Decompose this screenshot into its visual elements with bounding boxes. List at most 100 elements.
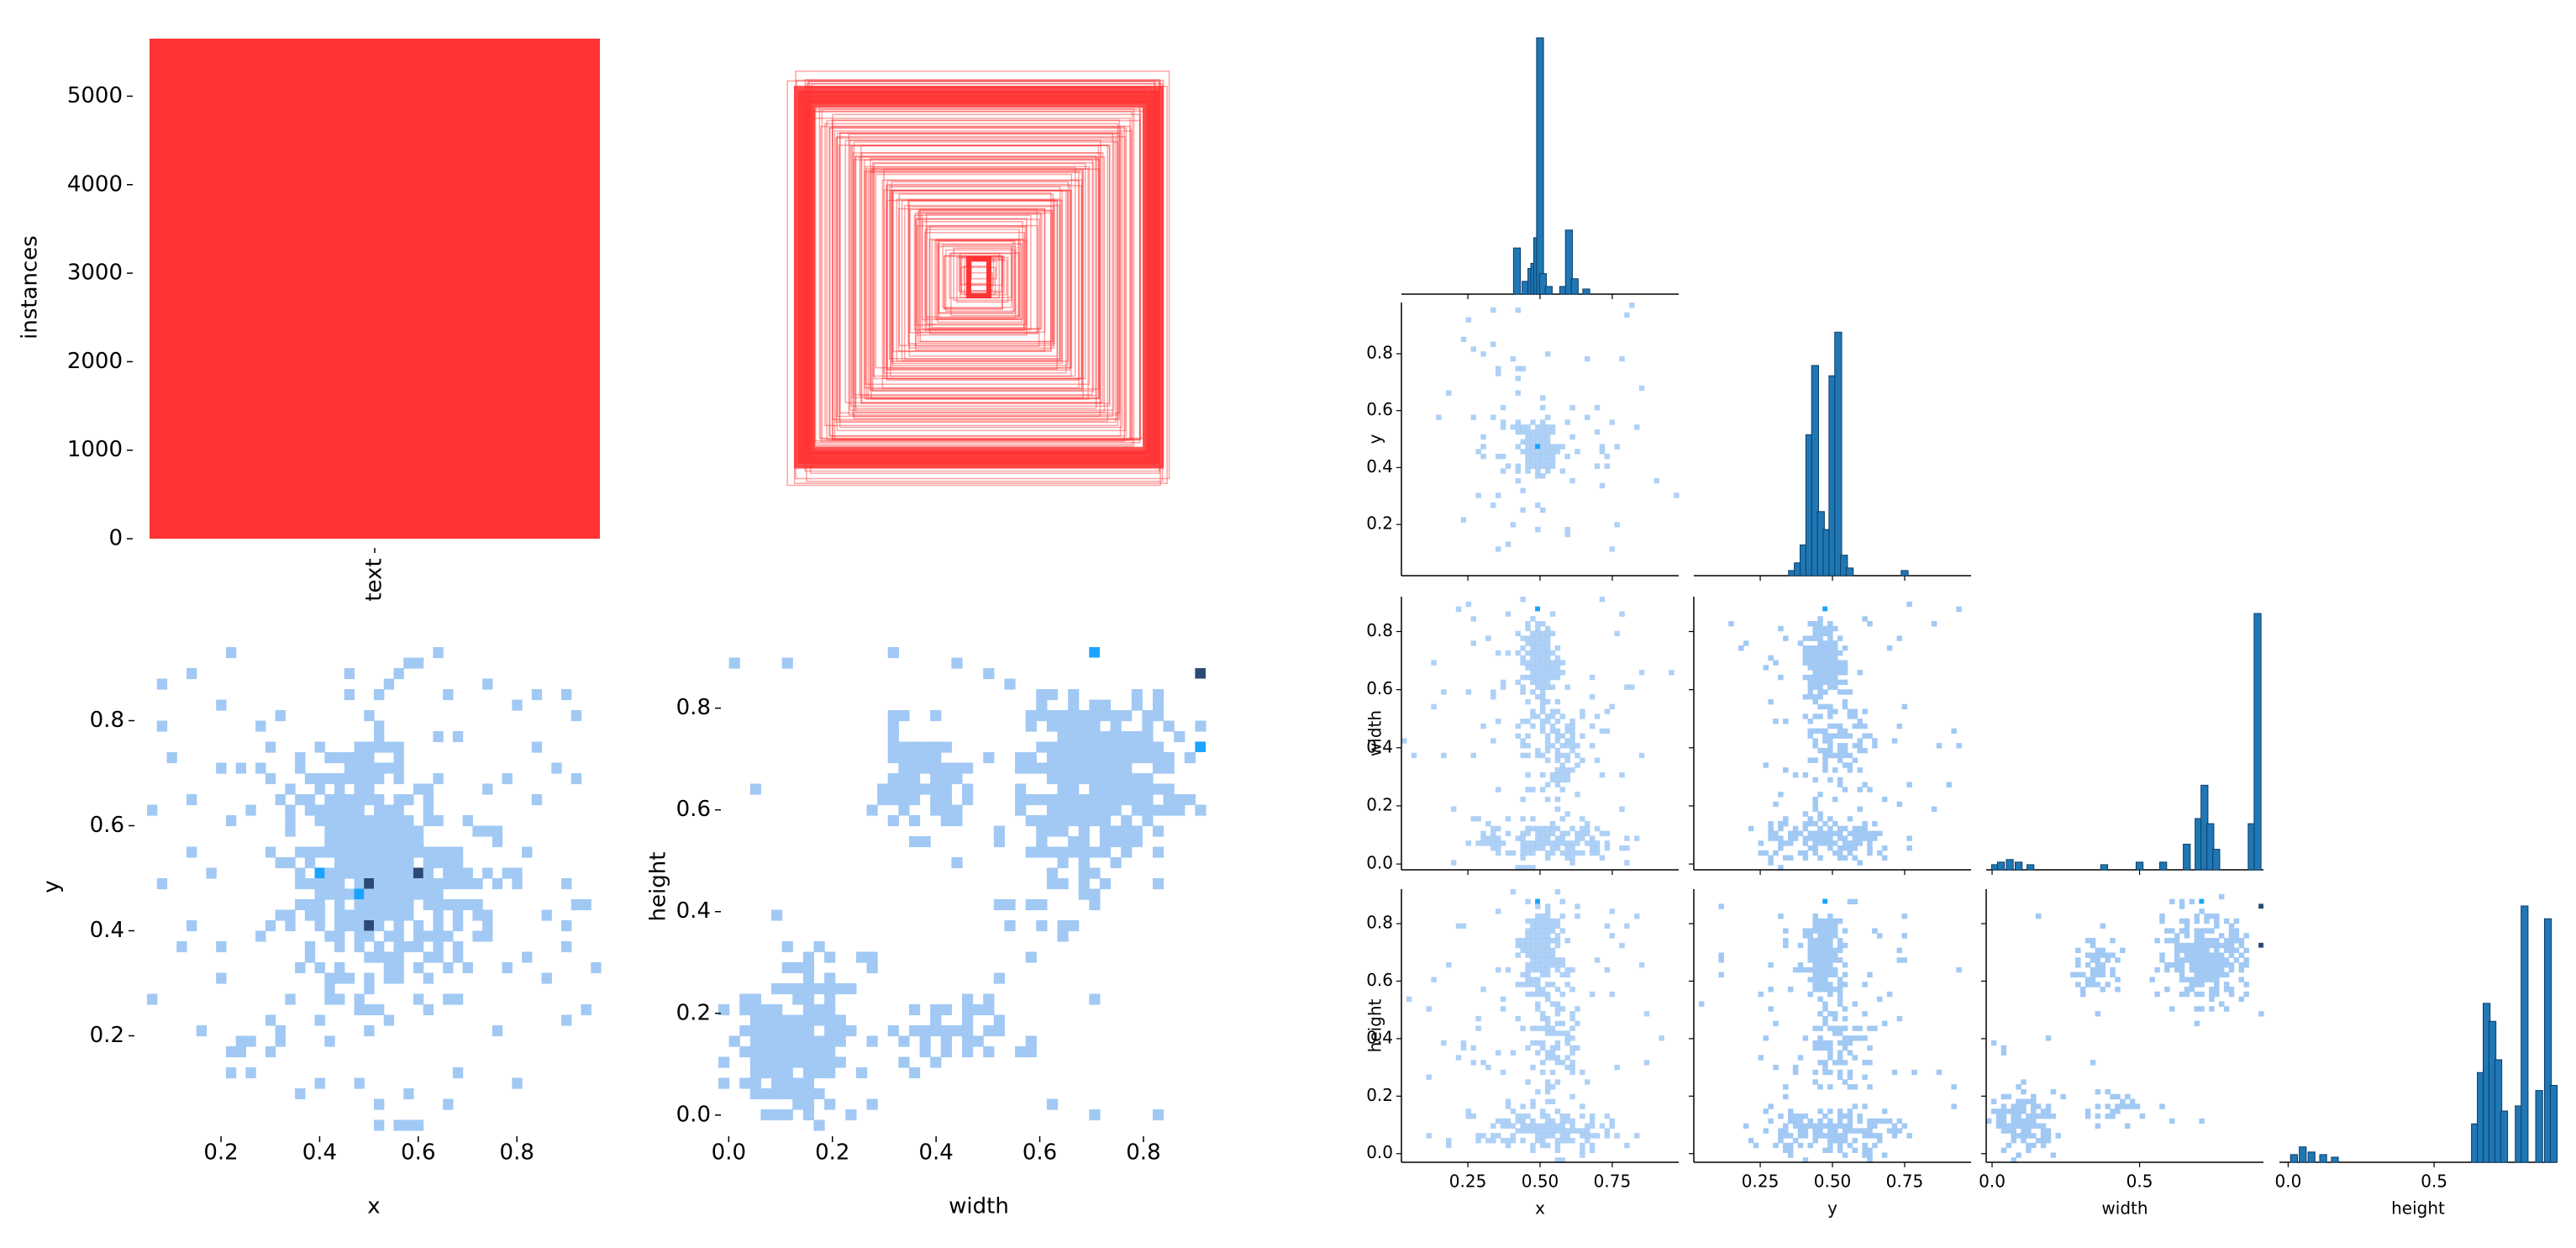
wh-hist-cell <box>908 1004 921 1016</box>
xy-hist-cell <box>383 909 395 921</box>
pair-y-height-cell <box>1783 1084 1789 1090</box>
pair-x-width-cell <box>1525 845 1531 851</box>
pair-y-height-cell <box>1822 1069 1828 1076</box>
pair-x-height-cell <box>1495 1118 1501 1124</box>
xy-hist-cell <box>374 846 385 858</box>
pair-y-width-cell <box>1812 635 1818 641</box>
wh-hist-cell <box>1152 741 1164 753</box>
pair-width-height-cell <box>2209 928 2215 934</box>
pair-x-y-cell <box>1544 444 1551 450</box>
pair-width-height-cell <box>2243 933 2249 939</box>
wh-hist-cell <box>940 815 952 827</box>
wh-hist-cell <box>1015 762 1027 774</box>
wh-hist-cell <box>1099 794 1112 806</box>
pair-y-height-cell <box>1832 918 1838 924</box>
pair-x-height-cell <box>1580 1133 1585 1139</box>
pair-x-height-cell <box>1431 977 1437 982</box>
pair-y-width-cell <box>1773 801 1779 808</box>
pair-y-height-cell <box>1842 942 1848 949</box>
pair-y-width-cell <box>1842 743 1848 749</box>
wh-ytick-label: 0.0 <box>676 1102 711 1127</box>
wh-hist-cell <box>749 783 762 795</box>
box-outline <box>896 198 1061 362</box>
box-outline <box>944 255 1003 310</box>
xy-hist-cell <box>285 857 296 869</box>
wh-hist-cell <box>930 773 942 785</box>
wh-hist-cell <box>940 794 952 806</box>
wh-hist-cell <box>813 1119 825 1131</box>
pair-y-width-cell <box>1802 820 1809 827</box>
pair-x-height-cell <box>1540 1123 1546 1129</box>
pair-x-width-cell <box>1530 825 1536 832</box>
wh-hist-cell <box>1057 783 1069 795</box>
pair-y-height-cell <box>1852 1137 1858 1144</box>
pair-y-height-cell <box>1891 1123 1898 1129</box>
pair-y-height-cell <box>1817 1011 1823 1017</box>
pair-y-width-cell <box>1842 728 1848 735</box>
xy-hist-cell <box>383 878 395 890</box>
box-outline <box>928 238 1025 330</box>
wh-hist-hotspot <box>1195 668 1206 679</box>
wh-hist-cell <box>1078 878 1090 890</box>
pair-y-width-cell <box>1842 762 1848 768</box>
pair-x-height-cell <box>1490 1133 1496 1139</box>
pair-width-height-cell <box>2214 914 2220 919</box>
pair-y-width-cell <box>1872 738 1878 744</box>
pair-y-height-cell <box>1847 898 1853 905</box>
wh-hist-cell <box>1131 794 1143 806</box>
pair-x-height-cell <box>1544 996 1551 1003</box>
pair-x-width-cell <box>1490 825 1496 832</box>
pair-x-height-cell <box>1495 1050 1501 1056</box>
pair-x-width-cell <box>1554 674 1561 681</box>
pair-y-width-cell <box>1783 719 1789 724</box>
pair-y-width-cell <box>1842 845 1848 851</box>
pair-x-height-cell <box>1535 933 1541 939</box>
pair-x-height-cell <box>1589 1123 1596 1129</box>
wh-hist-cell <box>802 983 815 995</box>
xy-hist-cell <box>344 773 355 785</box>
wh-hist-cell <box>983 1004 995 1016</box>
pair-x-width-cell <box>1515 723 1522 729</box>
xy-hist-cell <box>334 878 345 890</box>
xy-hist-cell <box>354 762 365 774</box>
pair-y-height-cell <box>1822 1064 1828 1071</box>
pair-y-height-cell <box>1837 1055 1843 1061</box>
pair-y-width-cell <box>1783 840 1789 846</box>
pair-y-height-cell <box>1807 933 1814 939</box>
xy-hist-cell <box>383 867 395 879</box>
pair-y-width-cell <box>1812 660 1818 666</box>
xy-hist-cell <box>324 983 335 995</box>
pair-x-y-cell <box>1540 395 1546 401</box>
pair-x-y-cell <box>1510 424 1517 430</box>
box-outline <box>872 166 1076 377</box>
pair-y-width-cell <box>1832 655 1838 661</box>
wh-hist-cell <box>908 752 921 764</box>
wh-hist-cell <box>1099 699 1112 711</box>
pair-x-width-cell <box>1549 708 1556 714</box>
wh-hist-cell <box>1057 731 1069 743</box>
pair-y-height-cell <box>1886 1118 1893 1124</box>
pair-x-height-cells <box>1406 889 1664 1163</box>
pair-x-width-cell <box>1505 830 1511 836</box>
pair-x-y-cell <box>1535 526 1541 533</box>
xy-hist-cell <box>295 846 306 858</box>
pair-y-height-cell <box>1812 914 1818 919</box>
xy-hist-cell <box>285 825 296 837</box>
pair-y-height-cell <box>1862 1152 1868 1158</box>
pair-width-height-cell <box>2031 1123 2037 1129</box>
wh-hist-cell <box>1121 710 1133 722</box>
pair-x-width-cell <box>1594 845 1601 851</box>
pair-y-width-cell <box>1807 621 1814 627</box>
pair-y-width-cell <box>1837 733 1843 739</box>
wh-hist-cell <box>1099 815 1112 827</box>
pair-y-width-cell <box>1862 616 1868 622</box>
wh-hist-cell <box>930 762 942 774</box>
pair-x-y-cell <box>1525 439 1531 445</box>
pair-x-width-cell <box>1515 630 1522 637</box>
pair-x-width-cell <box>1564 830 1570 836</box>
pair-y-height-cell <box>1822 952 1828 958</box>
pair-x-width-cell <box>1559 850 1566 856</box>
pair-x-y-cell <box>1495 366 1501 371</box>
pair-y-height-cell <box>1827 1137 1833 1144</box>
pair-y-height-cell <box>1812 982 1818 987</box>
